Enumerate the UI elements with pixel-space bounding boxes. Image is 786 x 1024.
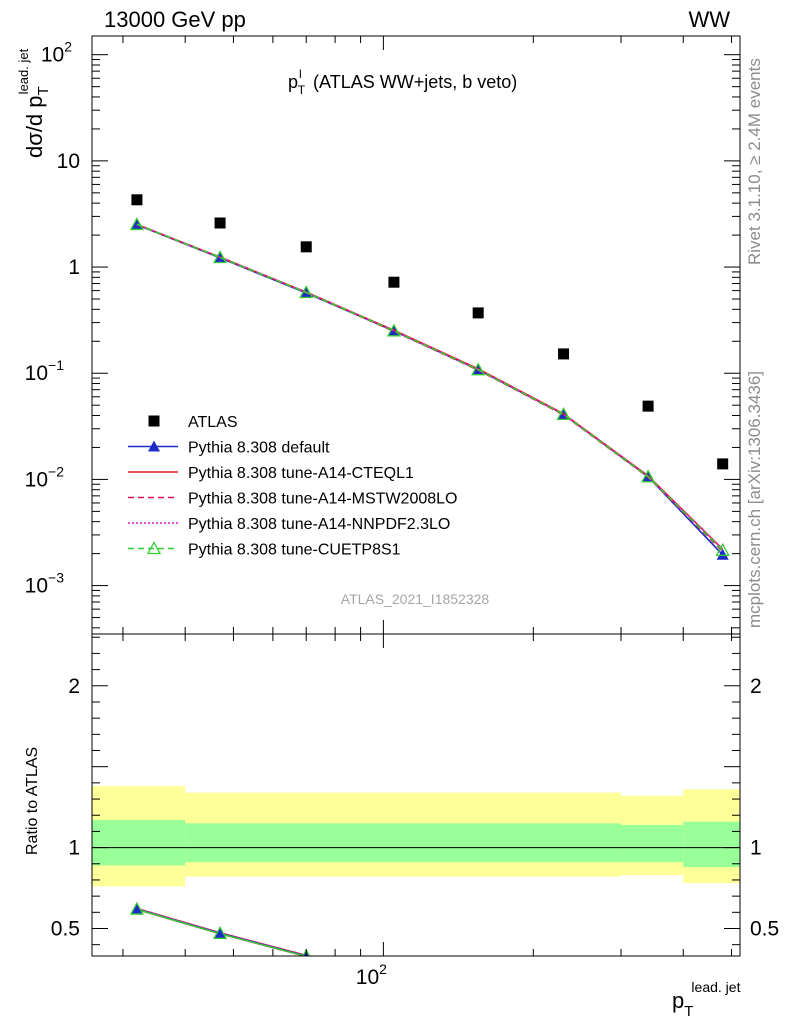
legend-label: Pythia 8.308 tune-A14-NNPDF2.3LO xyxy=(188,516,450,533)
band-inner xyxy=(92,820,186,866)
ratio-y-tick-label: 2 xyxy=(68,675,80,698)
legend-label: ATLAS xyxy=(188,414,238,431)
data-point xyxy=(471,362,486,376)
legend-entry: Pythia 8.308 tune-A14-MSTW2008LO xyxy=(128,491,457,508)
data-point xyxy=(556,406,571,420)
y-tick-exp: −3 xyxy=(48,570,64,586)
data-point xyxy=(212,250,228,264)
ratio-point xyxy=(214,927,227,939)
legend-label: Pythia 8.308 default xyxy=(188,440,330,457)
data-point xyxy=(716,548,729,560)
ratio-bands xyxy=(92,786,740,887)
header-left: 13000 GeV pp xyxy=(104,7,246,32)
legend-label: Pythia 8.308 tune-A14-MSTW2008LO xyxy=(188,491,457,508)
legend-label: Pythia 8.308 tune-CUETP8S1 xyxy=(188,542,401,559)
y-tick-base: 10 xyxy=(41,44,64,67)
main-series xyxy=(129,194,730,560)
y-tick-label: 10−2 xyxy=(25,463,65,491)
mcplots-label: mcplots.cern.ch [arXiv:1306.3436] xyxy=(745,371,764,628)
y-tick-base: 10 xyxy=(25,362,48,385)
ratio-xlabel: pTlead. jet xyxy=(672,979,741,1020)
main-title: pl T (ATLAS WW+jets, b veto) xyxy=(288,67,517,97)
data-point xyxy=(717,458,729,470)
rivet-label: Rivet 3.1.10, ≥ 2.4M events xyxy=(745,58,764,265)
series-1 xyxy=(130,218,729,560)
y-tick-base: 10 xyxy=(25,468,48,491)
data-point xyxy=(131,194,143,206)
x-tick-label: 102 xyxy=(356,961,387,989)
legend-marker xyxy=(146,541,162,555)
ratio-y-tick-label: 0.5 xyxy=(51,917,80,940)
y-tick-base: 10 xyxy=(25,575,48,598)
legend-marker xyxy=(148,440,160,452)
title-p: p xyxy=(288,72,298,92)
ratio-point-open xyxy=(129,901,145,915)
series-5 xyxy=(129,217,730,556)
data-point xyxy=(300,241,312,253)
ratio-y-tick-label-right: 2 xyxy=(750,675,762,698)
ratio-series xyxy=(129,901,311,956)
band-inner xyxy=(683,821,740,868)
ylabel-sub: T xyxy=(35,86,52,95)
legend-label: Pythia 8.308 tune-A14-CTEQL1 xyxy=(188,465,414,482)
title-sub: T xyxy=(298,83,306,97)
legend: ATLAS Pythia 8.308 default Pythia 8.308 tu… xyxy=(128,414,457,559)
y-tick-base: 10 xyxy=(57,150,80,173)
data-point xyxy=(129,217,145,231)
data-point xyxy=(715,542,730,556)
title-rest: (ATLAS WW+jets, b veto) xyxy=(313,72,517,92)
y-tick-label: 1 xyxy=(68,256,80,279)
xlabel-sup: lead. jet xyxy=(691,979,740,995)
ratio-point xyxy=(130,903,143,915)
y-tick-exp: 2 xyxy=(64,39,72,55)
series-0 xyxy=(131,194,729,470)
legend-entry: Pythia 8.308 tune-A14-NNPDF2.3LO xyxy=(128,516,450,533)
ratio-y-tick-label-right: 1 xyxy=(750,837,762,860)
legend-entry: Pythia 8.308 default xyxy=(128,440,330,457)
xlabel-main: p xyxy=(672,988,684,1013)
data-point xyxy=(640,469,656,483)
band-inner xyxy=(621,824,684,863)
ratio-y-tick-label-right: 0.5 xyxy=(750,917,779,940)
series-line xyxy=(136,223,724,551)
band-inner xyxy=(185,823,622,863)
y-tick-exp: −2 xyxy=(48,463,64,479)
ratio-point-open xyxy=(212,925,228,939)
data-point xyxy=(386,323,402,337)
watermark: ATLAS_2021_I1852328 xyxy=(341,591,490,607)
y-tick-label: 10−1 xyxy=(25,357,65,385)
header-right: WW xyxy=(688,7,730,32)
ratio-frame xyxy=(91,633,741,957)
ratio-curves xyxy=(129,901,311,956)
x-tick-base: 10 xyxy=(356,966,379,989)
legend-entry: Pythia 8.308 tune-CUETP8S1 xyxy=(128,541,401,559)
y-tick-label: 10 xyxy=(57,150,80,173)
data-point xyxy=(388,276,400,288)
ylabel-sup: lead. jet xyxy=(16,48,31,94)
data-point xyxy=(558,348,570,360)
data-point xyxy=(472,307,484,319)
ylabel-main: dσ/d p xyxy=(22,95,47,158)
main-ylabel: dσ/d pTlead. jet xyxy=(16,48,52,158)
y-tick-label: 102 xyxy=(41,39,72,67)
data-point xyxy=(214,217,226,229)
xlabel-sub: T xyxy=(684,1003,693,1020)
y-tick-exp: −1 xyxy=(48,357,64,373)
x-tick-exp: 2 xyxy=(379,961,387,977)
y-tick-label: 10−3 xyxy=(25,570,65,598)
ratio-y-tick-label: 1 xyxy=(68,837,80,860)
ratio-ylabel: Ratio to ATLAS xyxy=(24,747,41,855)
legend-entry: ATLAS xyxy=(148,414,238,431)
legend-entry: Pythia 8.308 tune-A14-CTEQL1 xyxy=(128,465,414,482)
y-tick-base: 1 xyxy=(68,256,80,279)
data-point xyxy=(642,400,654,412)
data-point xyxy=(299,285,314,299)
legend-marker xyxy=(148,415,160,427)
title-sup: l xyxy=(299,67,302,81)
